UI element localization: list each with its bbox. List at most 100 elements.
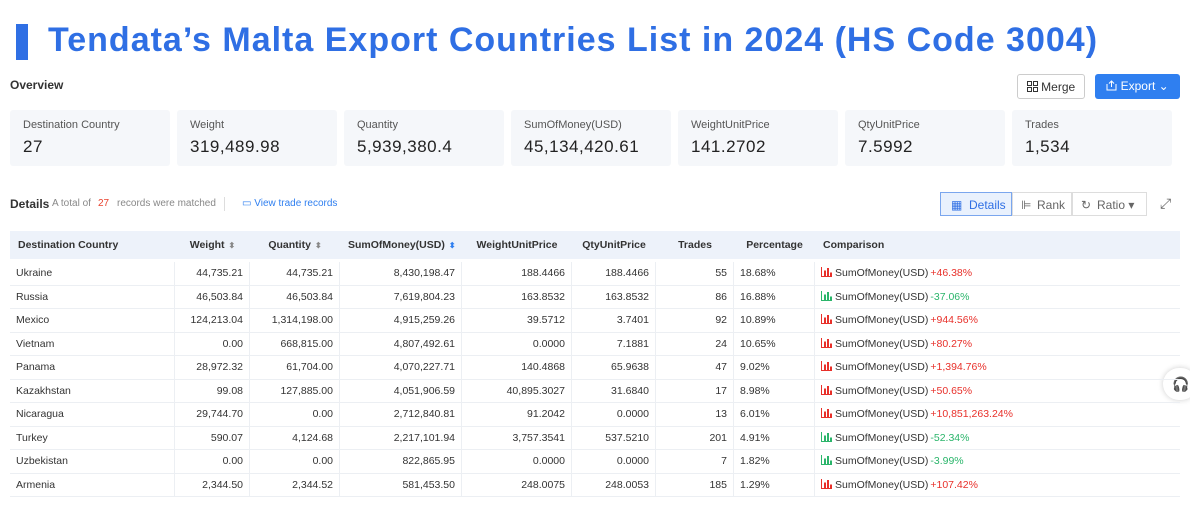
comparison-label: SumOfMoney(USD) (835, 455, 929, 467)
cell: 17 (656, 379, 734, 403)
table-header (10, 231, 1180, 259)
merge-icon (1026, 81, 1038, 92)
cell: 537.5210 (572, 426, 656, 450)
expand-icon[interactable]: ⤢ (1160, 195, 1172, 211)
cell: 18.68% (734, 262, 815, 285)
matched-prefix: A total of (52, 198, 91, 209)
column-header[interactable]: Weight ⬍ (175, 231, 250, 260)
cell: 46,503.84 (250, 285, 340, 309)
row-line (10, 308, 1180, 309)
cell: 668,815.00 (250, 332, 340, 356)
comparison-label: SumOfMoney(USD) (835, 408, 929, 420)
cell: 7,619,804.23 (340, 285, 462, 309)
cell: 0.0000 (462, 332, 572, 356)
title-bar (16, 24, 28, 60)
row-line (10, 284, 1180, 286)
comparison-label: SumOfMoney(USD) (835, 290, 929, 303)
cell: Vietnam (10, 332, 175, 356)
comparison-label: SumOfMoney(USD) (835, 478, 929, 491)
cell: 47 (656, 356, 734, 379)
overview-label: Overview (10, 78, 64, 92)
cell: 3.7401 (572, 309, 656, 332)
card-label: Quantity (357, 119, 398, 131)
trend-icon (821, 408, 832, 418)
cell: 248.0075 (462, 473, 572, 497)
cell: 29,744.70 (175, 403, 250, 426)
column-header: WeightUnitPrice (462, 231, 572, 259)
cell: 127,885.00 (250, 379, 340, 403)
row-line (10, 449, 1180, 450)
cell: 185 (656, 473, 734, 497)
cell: 0.00 (250, 403, 340, 426)
merge-button[interactable]: Merge (1017, 74, 1085, 99)
cell: 39.5712 (462, 309, 572, 332)
cell: 8,430,198.47 (340, 262, 462, 285)
row-line (10, 331, 1180, 333)
cell: 0.0000 (572, 403, 656, 426)
cell: 46,503.84 (175, 285, 250, 309)
overview-card: Quantity 5,939,380.4 (344, 110, 504, 166)
tab-details[interactable]: ▦ Details (940, 192, 1012, 216)
card-value: 141.2702 (691, 137, 766, 156)
cell: 13 (656, 403, 734, 426)
export-button[interactable]: Export ⌄ (1095, 74, 1180, 99)
trend-icon (821, 337, 832, 348)
comparison-change: +46.38% (930, 267, 973, 279)
cell: 4,915,259.26 (340, 309, 462, 332)
comparison-cell: SumOfMoney(USD) +1,394.76% (815, 356, 1180, 379)
trend-icon (821, 361, 832, 371)
column-header: QtyUnitPrice (572, 231, 656, 259)
cell: 1.29% (734, 473, 815, 497)
support-button[interactable]: 🎧 (1163, 368, 1190, 400)
cell: 4.91% (734, 426, 815, 450)
cell: 9.02% (734, 356, 815, 379)
title: Tendata’s Malta Export Countries List in… (48, 21, 1099, 59)
comparison-label: SumOfMoney(USD) (835, 314, 929, 326)
cell: 124,213.04 (175, 309, 250, 332)
export-text: Export (1120, 79, 1156, 93)
matched-count: 27 (98, 198, 110, 209)
comparison-cell: SumOfMoney(USD) +50.65% (815, 380, 1180, 403)
comparison-cell: SumOfMoney(USD) -52.34% (815, 427, 1180, 450)
cell: 10.89% (734, 309, 815, 332)
cell: 44,735.21 (250, 262, 340, 285)
cell: 24 (656, 332, 734, 356)
tab-text: Rank (1037, 198, 1066, 212)
card-label: Destination Country (23, 119, 120, 131)
comparison-cell: SumOfMoney(USD) -37.06% (815, 286, 1180, 309)
cell: Uzbekistan (10, 450, 175, 473)
comparison-change: -37.06% (930, 290, 970, 303)
comparison-cell: SumOfMoney(USD) -3.99% (815, 450, 1180, 473)
card-value: 27 (23, 137, 43, 156)
view-records-link[interactable]: ▭ View trade records (242, 198, 338, 209)
card-value: 319,489.98 (190, 137, 281, 156)
trend-icon (821, 290, 832, 301)
cell: 0.00 (175, 450, 250, 473)
cell: 99.08 (175, 379, 250, 403)
sort-icon: ⬍ (314, 241, 322, 250)
cell: 0.00 (250, 450, 340, 473)
tab-ratio[interactable]: ↻ Ratio ▾ (1072, 192, 1147, 216)
overview-card: SumOfMoney(USD) 45,134,420.61 (511, 110, 671, 166)
trend-icon (821, 431, 832, 442)
cell: 65.9638 (572, 356, 656, 379)
cell: 581,453.50 (340, 473, 462, 497)
row-line (10, 472, 1180, 474)
cell: 201 (656, 426, 734, 450)
cell: 16.88% (734, 285, 815, 309)
cell: 2,712,840.81 (340, 403, 462, 426)
column-header[interactable]: Quantity ⬍ (250, 231, 340, 260)
cell: 1.82% (734, 450, 815, 473)
comparison-label: SumOfMoney(USD) (835, 337, 929, 350)
cell: Ukraine (10, 262, 175, 285)
matched-suffix: records were matched (117, 198, 216, 209)
sort-icon: ⬍ (448, 241, 456, 250)
cell: 163.8532 (462, 285, 572, 309)
header-text: WeightUnitPrice (476, 239, 558, 251)
comparison-label: SumOfMoney(USD) (835, 384, 929, 397)
column-header[interactable]: SumOfMoney(USD) ⬍ (340, 231, 462, 260)
tab-icon: ⊫ (1021, 198, 1032, 212)
cell: Russia (10, 285, 175, 309)
divider (224, 197, 225, 211)
tab-rank[interactable]: ⊫ Rank (1012, 192, 1072, 216)
